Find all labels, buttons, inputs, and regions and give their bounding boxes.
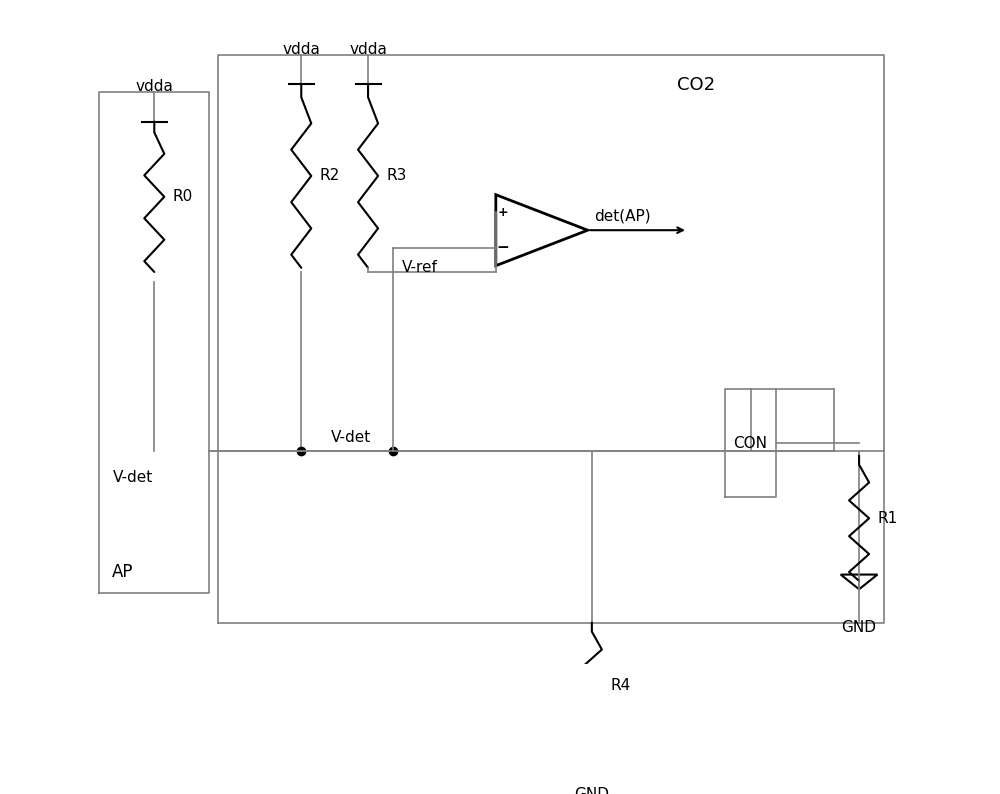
Text: R3: R3 [386,168,407,183]
Text: V-det: V-det [113,470,153,485]
Text: vdda: vdda [135,79,173,94]
Text: −: − [496,241,509,256]
Text: +: + [497,206,508,219]
Text: det(AP): det(AP) [594,209,651,224]
Text: AP: AP [112,563,133,581]
Text: R4: R4 [610,678,630,693]
Text: vdda: vdda [349,41,387,56]
Text: CON: CON [734,436,768,451]
Text: R0: R0 [173,189,193,204]
Text: GND: GND [574,787,609,794]
Text: CO2: CO2 [677,75,715,94]
Text: V-det: V-det [330,430,371,445]
Text: vdda: vdda [282,41,320,56]
Text: R2: R2 [320,168,340,183]
Text: GND: GND [842,620,877,635]
Text: R1: R1 [877,511,898,526]
Text: V-ref: V-ref [401,260,437,276]
